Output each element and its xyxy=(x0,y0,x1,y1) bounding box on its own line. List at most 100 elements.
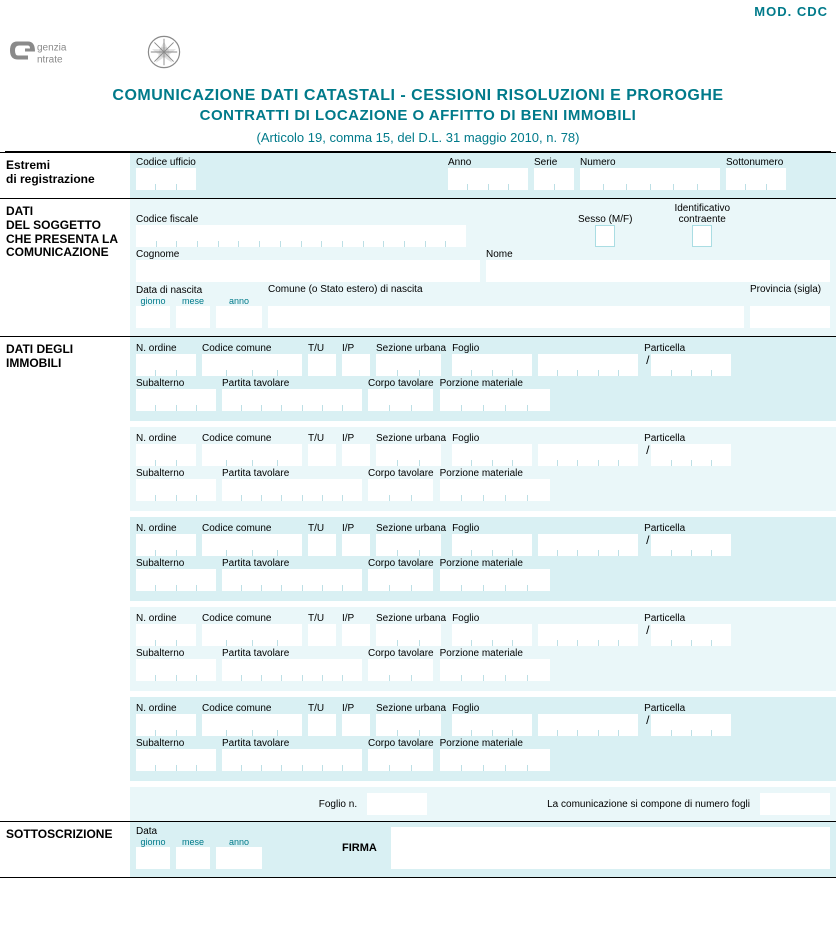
tu-input[interactable] xyxy=(308,714,336,736)
foglio-input[interactable] xyxy=(452,534,532,556)
ip-input[interactable] xyxy=(342,444,370,466)
particella-a-input[interactable] xyxy=(538,444,638,466)
sezione-urbana-input[interactable] xyxy=(376,354,441,376)
nome-input[interactable] xyxy=(486,260,830,282)
nascita-mese-input[interactable] xyxy=(176,306,210,328)
nascita-giorno-input[interactable] xyxy=(136,306,170,328)
tu-input[interactable] xyxy=(308,624,336,646)
subalterno-input[interactable] xyxy=(136,749,216,771)
particella-b-input[interactable] xyxy=(651,534,731,556)
n-ordine-input[interactable] xyxy=(136,444,196,466)
codice-comune-input[interactable] xyxy=(202,624,302,646)
foglio-input[interactable] xyxy=(452,624,532,646)
subalterno-input[interactable] xyxy=(136,569,216,591)
ip-input[interactable] xyxy=(342,354,370,376)
codice-comune-input[interactable] xyxy=(202,354,302,376)
porzione-materiale-label: Porzione materiale xyxy=(440,558,550,569)
title-line-1: COMUNICAZIONE DATI CATASTALI - CESSIONI … xyxy=(0,87,836,105)
particella-label: Particella xyxy=(644,433,731,444)
serie-input[interactable] xyxy=(534,168,574,190)
numero-fogli-input[interactable] xyxy=(760,793,830,815)
particella-b-input[interactable] xyxy=(651,624,731,646)
partita-tavolare-input[interactable] xyxy=(222,569,362,591)
corpo-tavolare-input[interactable] xyxy=(368,659,433,681)
n-ordine-input[interactable] xyxy=(136,354,196,376)
ip-input[interactable] xyxy=(342,534,370,556)
codice-fiscale-input[interactable] xyxy=(136,225,466,247)
n-ordine-label: N. ordine xyxy=(136,703,196,714)
partita-tavolare-input[interactable] xyxy=(222,479,362,501)
anno-input[interactable] xyxy=(448,168,528,190)
subalterno-input[interactable] xyxy=(136,479,216,501)
sott-anno-input[interactable] xyxy=(216,847,262,869)
tu-input[interactable] xyxy=(308,354,336,376)
foglio-input[interactable] xyxy=(452,354,532,376)
foglio-label: Foglio xyxy=(452,343,532,354)
cognome-input[interactable] xyxy=(136,260,480,282)
agenzia-entrate-logo: genzia ntrate xyxy=(8,33,138,75)
n-ordine-input[interactable] xyxy=(136,624,196,646)
particella-a-input[interactable] xyxy=(538,624,638,646)
sottonumero-input[interactable] xyxy=(726,168,786,190)
n-ordine-input[interactable] xyxy=(136,534,196,556)
sesso-input[interactable] xyxy=(595,225,615,247)
state-emblem-icon xyxy=(146,34,182,75)
sott-mese-input[interactable] xyxy=(176,847,210,869)
particella-b-input[interactable] xyxy=(651,354,731,376)
codice-fiscale-label: Codice fiscale xyxy=(136,214,466,225)
logo-row: genzia ntrate xyxy=(0,25,836,77)
identificativo-input[interactable] xyxy=(692,225,712,247)
subalterno-input[interactable] xyxy=(136,389,216,411)
data-nascita-label: Data di nascita xyxy=(136,285,262,296)
porzione-materiale-input[interactable] xyxy=(440,569,550,591)
particella-a-input[interactable] xyxy=(538,534,638,556)
sezione-urbana-input[interactable] xyxy=(376,714,441,736)
sott-giorno-input[interactable] xyxy=(136,847,170,869)
corpo-tavolare-input[interactable] xyxy=(368,389,433,411)
subalterno-label: Subalterno xyxy=(136,468,216,479)
sott-mese-sublabel: mese xyxy=(176,837,210,847)
particella-b-input[interactable] xyxy=(651,444,731,466)
particella-a-input[interactable] xyxy=(538,714,638,736)
particella-label: Particella xyxy=(644,613,731,624)
partita-tavolare-input[interactable] xyxy=(222,389,362,411)
corpo-tavolare-input[interactable] xyxy=(368,569,433,591)
codice-comune-input[interactable] xyxy=(202,714,302,736)
porzione-materiale-input[interactable] xyxy=(440,479,550,501)
codice-comune-input[interactable] xyxy=(202,444,302,466)
provincia-input[interactable] xyxy=(750,306,830,328)
immobile-block: N. ordine Codice comune T/U I/P Sezione … xyxy=(130,427,836,511)
porzione-materiale-input[interactable] xyxy=(440,749,550,771)
n-ordine-input[interactable] xyxy=(136,714,196,736)
comune-nascita-label: Comune (o Stato estero) di nascita xyxy=(268,284,744,295)
particella-b-input[interactable] xyxy=(651,714,731,736)
codice-comune-input[interactable] xyxy=(202,534,302,556)
sezione-urbana-label: Sezione urbana xyxy=(376,703,446,714)
foglio-input[interactable] xyxy=(452,444,532,466)
foglio-input[interactable] xyxy=(452,714,532,736)
firma-input[interactable] xyxy=(391,827,830,869)
sezione-urbana-input[interactable] xyxy=(376,444,441,466)
ip-input[interactable] xyxy=(342,714,370,736)
sezione-urbana-input[interactable] xyxy=(376,534,441,556)
foglio-n-label: Foglio n. xyxy=(319,799,357,810)
tu-input[interactable] xyxy=(308,444,336,466)
comune-nascita-input[interactable] xyxy=(268,306,744,328)
ip-input[interactable] xyxy=(342,624,370,646)
partita-tavolare-input[interactable] xyxy=(222,749,362,771)
nascita-anno-input[interactable] xyxy=(216,306,262,328)
porzione-materiale-input[interactable] xyxy=(440,389,550,411)
numero-input[interactable] xyxy=(580,168,720,190)
porzione-materiale-input[interactable] xyxy=(440,659,550,681)
foglio-n-input[interactable] xyxy=(367,793,427,815)
partita-tavolare-input[interactable] xyxy=(222,659,362,681)
codice-ufficio-input[interactable] xyxy=(136,168,196,190)
particella-a-input[interactable] xyxy=(538,354,638,376)
corpo-tavolare-input[interactable] xyxy=(368,479,433,501)
subalterno-input[interactable] xyxy=(136,659,216,681)
immobile-block: N. ordine Codice comune T/U I/P Sezione … xyxy=(130,697,836,781)
codice-comune-label: Codice comune xyxy=(202,433,302,444)
tu-input[interactable] xyxy=(308,534,336,556)
sezione-urbana-input[interactable] xyxy=(376,624,441,646)
corpo-tavolare-input[interactable] xyxy=(368,749,433,771)
